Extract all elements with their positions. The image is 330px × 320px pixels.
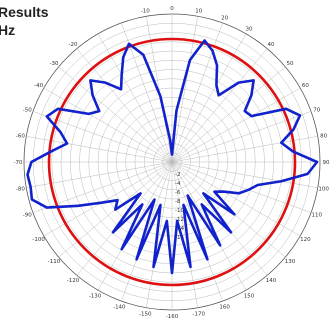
- angle-tick-labels: -10 0 102030405060708090100110120130140150…: [14, 6, 330, 320]
- series-1-line: [26, 39, 319, 275]
- angle-tick-label: 140: [266, 278, 277, 284]
- angle-tick-label: 30: [246, 27, 253, 33]
- grid-spoke: [171, 22, 223, 163]
- angle-tick-label: 50: [286, 61, 293, 67]
- radial-tick-label: -8: [175, 199, 181, 205]
- angle-tick-label: 90: [323, 160, 330, 166]
- angle-tick-label: -30: [50, 61, 59, 67]
- grid-spoke: [32, 111, 173, 163]
- radial-tick-label: -12: [175, 217, 184, 223]
- angle-tick-label: 80: [320, 133, 327, 139]
- title-line-2: Hz: [0, 22, 16, 38]
- radial-tick-label: -10: [175, 208, 184, 214]
- angle-tick-label: -120: [67, 278, 80, 284]
- angle-tick-label: -80: [16, 187, 25, 193]
- angle-tick-label: -140: [113, 305, 126, 311]
- angle-tick-label: -170: [192, 312, 205, 318]
- radial-tick-label: -6: [175, 190, 181, 196]
- angle-tick-label: -10: [141, 8, 150, 14]
- grid-spoke: [76, 48, 173, 163]
- radial-tick-label: -16: [175, 235, 184, 241]
- radial-tick-label: -2: [175, 172, 180, 178]
- angle-tick-label: 160: [219, 305, 230, 311]
- angle-tick-label: -60: [16, 133, 25, 139]
- series-layer: [26, 37, 319, 287]
- angle-tick-label: -100: [32, 237, 45, 243]
- angle-tick-label: 110: [311, 213, 322, 219]
- angle-tick-label: 100: [318, 187, 329, 193]
- angle-tick-label: -20: [69, 42, 78, 48]
- angle-tick-label: 60: [302, 83, 309, 89]
- angle-tick-label: -130: [89, 293, 102, 299]
- angle-tick-label: 40: [267, 42, 274, 48]
- radial-tick-label: -4: [175, 181, 181, 187]
- title-line-1: Results: [0, 4, 49, 20]
- grid-spoke: [171, 66, 286, 163]
- angle-tick-label: -40: [34, 83, 43, 89]
- angle-tick-label: -160: [166, 314, 179, 320]
- angle-tick-label: 10: [195, 8, 202, 14]
- angle-tick-label: 150: [244, 293, 255, 299]
- angle-tick-label: -150: [139, 312, 152, 318]
- angle-tick-label: -90: [23, 213, 32, 219]
- angle-tick-label: 120: [300, 237, 311, 243]
- angle-tick-label: 20: [221, 15, 228, 21]
- angle-tick-label: 70: [313, 107, 320, 113]
- angle-tick-label: -50: [23, 107, 32, 113]
- grid-spoke: [171, 111, 312, 163]
- angle-tick-label: -70: [14, 160, 23, 166]
- angle-tick-label: 130: [285, 259, 296, 265]
- polar-grid: [23, 13, 321, 311]
- angle-tick-label: 0: [170, 6, 174, 12]
- angle-tick-label: -110: [48, 259, 61, 265]
- series-0-line: [47, 37, 297, 287]
- grid-spoke: [171, 48, 268, 163]
